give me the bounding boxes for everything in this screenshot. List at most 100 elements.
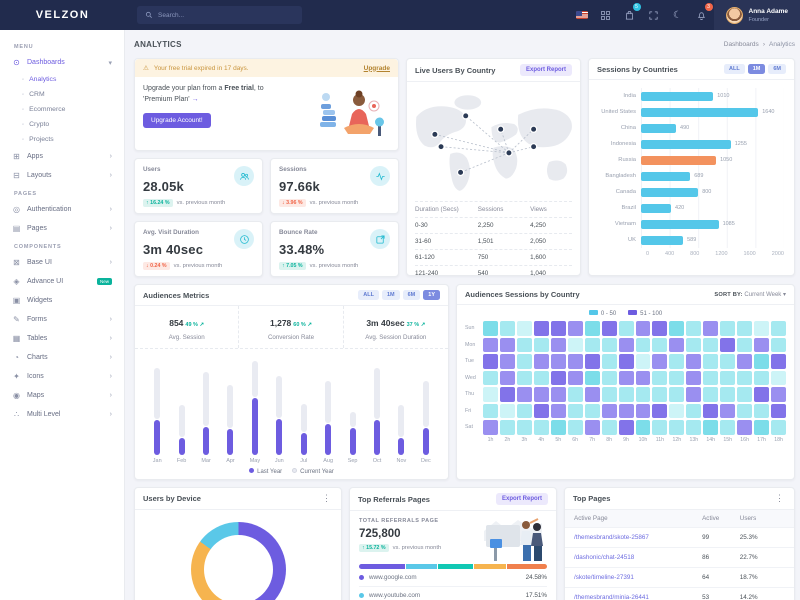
- language-flag-button[interactable]: [570, 0, 594, 30]
- sidebar-item-dashboards[interactable]: ⊙ Dashboards ▾: [0, 53, 124, 72]
- upgrade-link[interactable]: Upgrade: [363, 64, 390, 72]
- cart-button[interactable]: 5: [618, 0, 642, 30]
- hour-label: 17h: [757, 436, 766, 443]
- progress-segment: [506, 564, 547, 569]
- breadcrumb-item[interactable]: Dashboards: [723, 40, 759, 48]
- sidebar-subitem-ecommerce[interactable]: Ecommerce: [0, 102, 124, 117]
- sidebar-subitem-crypto[interactable]: Crypto: [0, 117, 124, 132]
- referral-site[interactable]: www.google.com: [369, 574, 417, 581]
- sidebar-subitem-label: CRM: [29, 91, 45, 98]
- active-page-link[interactable]: /themesbrand/skote-25867: [574, 534, 649, 541]
- chevron-right-icon: ›: [109, 354, 112, 361]
- sidebar-item-widgets[interactable]: ▣ Widgets: [0, 291, 124, 310]
- heatmap-cell: [601, 420, 617, 435]
- active-page-link[interactable]: /themesbrand/minia-26441: [574, 594, 649, 600]
- active-page-link[interactable]: /dashonic/chat-24518: [574, 554, 635, 561]
- bar-united-states: [641, 107, 759, 117]
- forms-icon: ✎: [13, 315, 20, 324]
- bar-value-label: 689: [694, 173, 704, 179]
- heatmap-cell: [669, 337, 685, 352]
- sidebar-item-base-ui[interactable]: ⊠ Base UI ›: [0, 253, 124, 272]
- heatmap-cell: [499, 370, 515, 385]
- sidebar-item-label: Multi Level: [27, 411, 61, 418]
- hour-label: 7h: [589, 436, 596, 443]
- icons-icon: ✦: [13, 372, 20, 381]
- chevron-right-icon: ›: [109, 373, 112, 380]
- heatmap-cell: [737, 420, 753, 435]
- chevron-right-icon: ›: [109, 411, 112, 418]
- app-logo[interactable]: VELZON: [35, 9, 90, 21]
- kebab-menu-icon[interactable]: ⋮: [322, 493, 331, 503]
- sort-by-dropdown[interactable]: SORT BY: Current Week ▾: [714, 292, 786, 298]
- breadcrumb-item[interactable]: Analytics: [768, 40, 795, 48]
- filter-button-1m[interactable]: 1M: [381, 290, 400, 300]
- sidebar-item-apps[interactable]: ⊞ Apps ›: [0, 147, 124, 166]
- filter-button-1m[interactable]: 1M: [747, 64, 766, 74]
- heatmap-row-label: Thu: [465, 391, 475, 398]
- filter-button-6m[interactable]: 6M: [768, 64, 786, 74]
- month-label: Dec: [420, 458, 431, 464]
- audiences-sessions-title: Audiences Sessions by Country: [465, 290, 580, 299]
- metric-label: Avg. Session Duration: [365, 334, 427, 341]
- heatmap-cell: [771, 420, 786, 435]
- chevron-right-icon: ›: [109, 172, 112, 179]
- hour-label: 16h: [740, 436, 749, 443]
- upgrade-account-button[interactable]: Upgrade Account!: [143, 113, 211, 128]
- sidebar-item-forms[interactable]: ✎ Forms ›: [0, 310, 124, 329]
- apps-grid-button[interactable]: [594, 0, 618, 30]
- stat-label: Bounce Rate: [279, 229, 318, 236]
- sidebar-item-tables[interactable]: ▦ Tables ›: [0, 329, 124, 348]
- heatmap-cell: [584, 370, 600, 385]
- sidebar-item-maps[interactable]: ◉ Maps ›: [0, 386, 124, 405]
- sidebar-item-layouts[interactable]: ⊟ Layouts ›: [0, 166, 124, 185]
- table-header-row: Active Page Active Users: [565, 510, 794, 528]
- filter-button-6m[interactable]: 6M: [402, 290, 421, 300]
- heatmap-cell: [618, 321, 634, 336]
- heatmap-cell: [533, 370, 549, 385]
- bar-value-label: 420: [675, 205, 685, 211]
- column-nov: [389, 355, 413, 455]
- metric-label: Avg. Session: [168, 334, 205, 341]
- column-may: [243, 355, 267, 455]
- last-year-segment: [251, 398, 258, 455]
- sidebar-subitem-projects[interactable]: Projects: [0, 132, 124, 147]
- fullscreen-button[interactable]: [642, 0, 666, 30]
- active-page-link[interactable]: /skote/timeline-27391: [574, 574, 634, 581]
- sidebar-item-authentication[interactable]: ◎ Authentication ›: [0, 200, 124, 219]
- filter-button-all[interactable]: ALL: [358, 290, 379, 300]
- sidebar-item-multi-level[interactable]: ∴ Multi Level ›: [0, 405, 124, 424]
- notifications-button[interactable]: 3: [690, 0, 714, 30]
- heatmap-row-fri: Fri: [465, 403, 786, 418]
- export-report-button[interactable]: Export Report: [519, 64, 572, 76]
- current-year-segment: [154, 367, 161, 419]
- dark-mode-button[interactable]: ☾: [666, 0, 690, 30]
- sidebar-item-charts[interactable]: ◔ Charts ›: [0, 348, 124, 367]
- sidebar-subitem-analytics[interactable]: Analytics: [0, 72, 124, 87]
- sidebar-item-advance-ui[interactable]: ◈ Advance UI New: [0, 272, 124, 291]
- upgrade-message: Upgrade your plan from a Free trial, to …: [143, 85, 264, 103]
- kebab-menu-icon[interactable]: ⋮: [775, 493, 784, 503]
- referral-row: www.google.com 24.58%: [359, 569, 547, 587]
- heatmap-cell: [601, 321, 617, 336]
- bar-china: [641, 123, 677, 133]
- search-box[interactable]: [137, 6, 302, 24]
- heatmap-cell: [550, 387, 566, 402]
- last-year-segment: [154, 419, 161, 455]
- hour-label: 15h: [723, 436, 733, 443]
- sidebar-section-caption: PAGES: [14, 191, 37, 197]
- filter-button-1y[interactable]: 1Y: [423, 290, 440, 300]
- heatmap-cell: [483, 420, 498, 435]
- pages-icon: ▤: [12, 224, 21, 233]
- heatmap-cell: [567, 420, 583, 435]
- sidebar-subitem-crm[interactable]: CRM: [0, 87, 124, 102]
- search-input[interactable]: [158, 11, 278, 19]
- referral-site[interactable]: www.youtube.com: [369, 592, 421, 599]
- chevron-right-icon: ›: [109, 335, 112, 342]
- sidebar-item-pages[interactable]: ▤ Pages ›: [0, 219, 124, 238]
- heatmap-cell: [499, 420, 515, 435]
- chevron-right-icon: ›: [109, 153, 112, 160]
- sidebar-item-icons[interactable]: ✦ Icons ›: [0, 367, 124, 386]
- filter-button-all[interactable]: ALL: [724, 64, 745, 74]
- export-report-button[interactable]: Export Report: [495, 493, 548, 505]
- user-menu[interactable]: Anna Adame Founder: [713, 0, 800, 30]
